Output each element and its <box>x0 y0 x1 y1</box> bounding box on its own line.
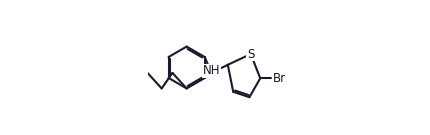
Text: NH: NH <box>203 64 220 77</box>
Text: S: S <box>247 48 255 60</box>
Text: Br: Br <box>272 72 286 85</box>
